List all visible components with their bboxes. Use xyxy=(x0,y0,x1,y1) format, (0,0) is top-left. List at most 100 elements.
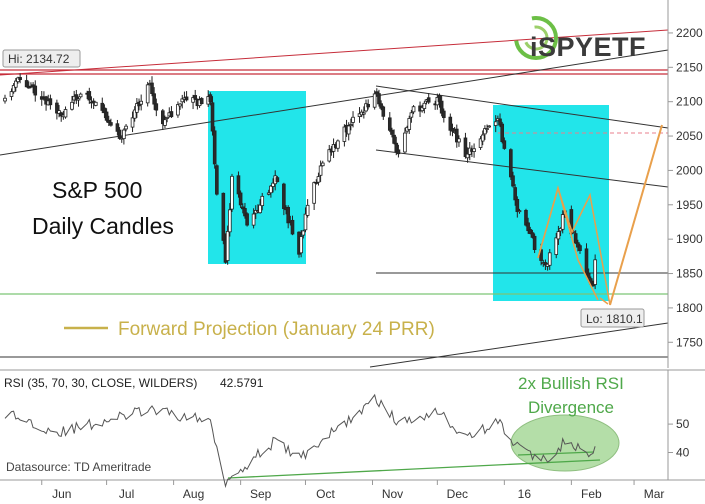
candle-body xyxy=(513,187,517,201)
candle-body xyxy=(78,93,83,98)
candle-body xyxy=(117,129,122,139)
candle-body xyxy=(478,138,483,148)
candle-body xyxy=(176,104,180,116)
candle-body xyxy=(515,198,520,213)
candle-body xyxy=(258,204,262,214)
candle-body xyxy=(411,106,416,113)
candle-body xyxy=(439,100,444,114)
x-tick-label: Feb xyxy=(581,487,602,501)
candle-body xyxy=(191,97,195,103)
candle-body xyxy=(102,107,107,114)
candle-body xyxy=(240,206,245,210)
candle-body xyxy=(509,149,513,178)
rsi-divergence-line-long xyxy=(227,459,601,479)
candle-body xyxy=(483,128,487,135)
candle-body xyxy=(377,93,381,105)
candle-body xyxy=(396,149,401,155)
hi-label: Hi: 2134.72 xyxy=(8,52,70,66)
rsi-y-axis: 40 50 xyxy=(668,417,690,460)
candles-layer xyxy=(3,73,597,290)
candle-body xyxy=(3,97,7,102)
candle-body xyxy=(145,84,150,104)
projection-rally-line xyxy=(609,124,663,306)
y-tick-label: 1950 xyxy=(676,198,703,212)
candle-body xyxy=(547,252,552,266)
candle-body xyxy=(407,118,412,130)
candle-body xyxy=(169,111,174,118)
candle-body xyxy=(336,140,340,149)
candle-body xyxy=(327,149,332,162)
candle-body xyxy=(463,137,468,157)
candle-body xyxy=(266,192,271,195)
candle-body xyxy=(48,98,53,106)
candle-body xyxy=(573,233,578,244)
ispyetf-logo: iSPYETF xyxy=(514,16,646,62)
candle-body xyxy=(193,95,198,100)
y-tick-label: 1900 xyxy=(676,232,703,246)
y-tick-label: 2150 xyxy=(676,60,703,74)
candle-body xyxy=(130,117,135,128)
y-tick-label: 1850 xyxy=(676,267,703,281)
candle-body xyxy=(524,209,528,226)
candle-body xyxy=(342,126,347,142)
x-tick-label: Jul xyxy=(119,487,134,501)
candle-body xyxy=(511,175,515,187)
candle-body xyxy=(422,102,427,109)
datasource-label: Datasource: TD Ameritrade xyxy=(6,460,151,474)
logo-text: iSPYETF xyxy=(530,32,646,62)
candle-body xyxy=(576,242,580,248)
y-tick-label: 2000 xyxy=(676,163,703,177)
candle-body xyxy=(584,248,589,275)
candle-body xyxy=(362,112,366,115)
candle-body xyxy=(457,138,461,143)
chart-title-line1: S&P 500 xyxy=(52,177,142,203)
candle-body xyxy=(184,96,189,101)
candle-body xyxy=(517,210,522,213)
candle-body xyxy=(76,98,81,101)
candle-body xyxy=(498,118,502,126)
candle-body xyxy=(305,204,310,216)
highlight-zone-january xyxy=(493,105,609,301)
candle-body xyxy=(448,116,453,131)
divergence-label-line1: 2x Bullish RSI xyxy=(518,374,624,393)
divergence-label-line2: Divergence xyxy=(528,398,614,417)
lo-label: Lo: 1810.1 xyxy=(586,312,643,326)
lower-trendline xyxy=(369,322,669,368)
candle-body xyxy=(480,134,485,142)
candle-body xyxy=(180,98,185,103)
candle-body xyxy=(24,80,29,88)
x-tick-label: Nov xyxy=(382,487,403,501)
candle-body xyxy=(215,165,219,195)
candle-body xyxy=(275,177,280,183)
candle-body xyxy=(208,94,213,103)
candle-body xyxy=(593,259,597,285)
candle-body xyxy=(532,235,537,250)
candle-body xyxy=(409,112,414,118)
candle-body xyxy=(282,183,286,210)
candle-body xyxy=(260,195,265,207)
candle-body xyxy=(560,214,565,230)
candle-body xyxy=(500,123,504,143)
candle-body xyxy=(312,182,316,204)
candle-body xyxy=(122,129,126,140)
y-tick-label: 2050 xyxy=(676,129,703,143)
candle-body xyxy=(543,262,548,266)
candle-body xyxy=(124,125,128,130)
candle-body xyxy=(230,175,234,210)
candle-body xyxy=(154,103,159,111)
rsi-tick-label: 40 xyxy=(676,446,690,460)
candle-body xyxy=(303,213,308,231)
candle-body xyxy=(178,103,182,107)
candle-body xyxy=(442,110,446,119)
candle-body xyxy=(528,229,533,234)
candle-body xyxy=(11,85,16,93)
projection-arrow-stem xyxy=(599,297,609,305)
candle-body xyxy=(375,91,379,94)
candle-body xyxy=(238,192,243,206)
candle-body xyxy=(586,272,591,279)
candle-body xyxy=(93,101,98,106)
x-tick-label: Sep xyxy=(250,487,272,501)
rsi-line xyxy=(4,393,596,489)
y-tick-label: 2100 xyxy=(676,95,703,109)
